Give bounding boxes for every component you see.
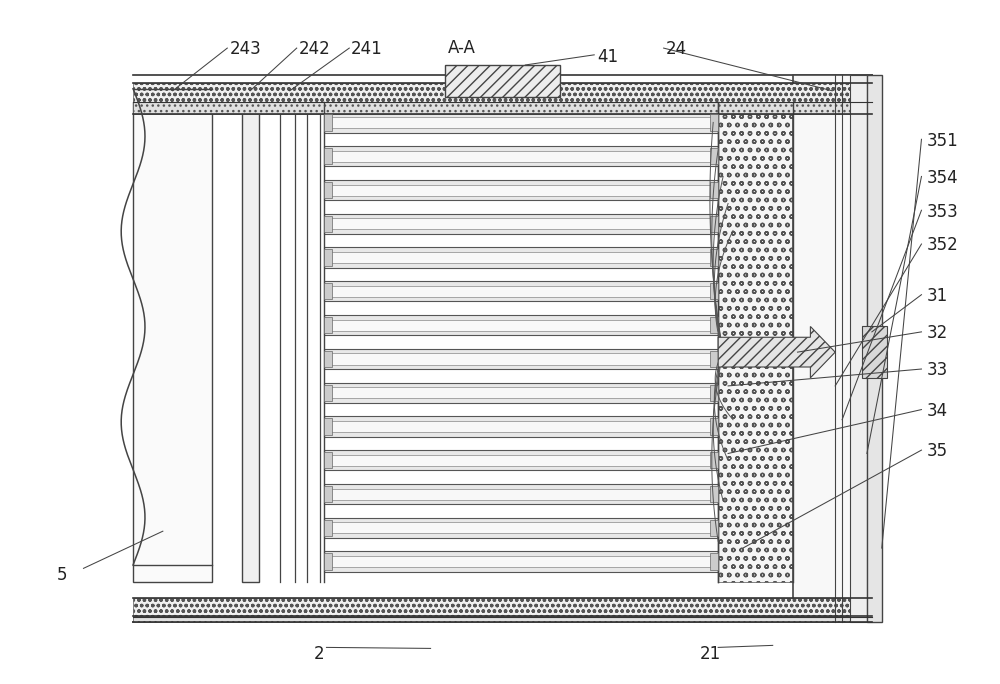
Bar [324, 551, 718, 572]
Text: 35: 35 [926, 443, 948, 460]
Bar [710, 317, 718, 333]
Bar [330, 523, 712, 534]
Bar [324, 382, 718, 403]
Bar [710, 114, 718, 131]
Bar [862, 326, 887, 378]
Bar [324, 180, 718, 200]
Bar [330, 286, 712, 297]
Bar [710, 351, 718, 367]
Text: 32: 32 [926, 324, 948, 342]
Bar [330, 556, 712, 567]
Text: 31: 31 [926, 287, 948, 305]
Text: 41: 41 [597, 48, 618, 66]
Bar [710, 215, 718, 232]
Bar [133, 598, 872, 617]
Text: 242: 242 [299, 40, 330, 58]
Bar [324, 215, 332, 232]
Bar [330, 150, 712, 162]
Bar [330, 387, 712, 398]
Bar [324, 114, 332, 131]
Bar [710, 452, 718, 469]
Bar [710, 148, 718, 164]
Bar [710, 553, 718, 570]
Bar [330, 319, 712, 331]
Bar [850, 75, 867, 622]
Bar [324, 182, 332, 198]
Bar [710, 419, 718, 434]
Bar [718, 102, 793, 582]
Text: 351: 351 [926, 131, 958, 150]
Bar [330, 354, 712, 365]
Bar [324, 484, 718, 504]
Bar [793, 75, 872, 622]
Bar [330, 488, 712, 500]
Polygon shape [718, 326, 835, 378]
Bar [324, 384, 332, 401]
Bar [133, 102, 212, 582]
Bar [867, 75, 882, 622]
Bar [324, 315, 718, 335]
Bar [324, 486, 332, 502]
Bar [133, 616, 872, 622]
Bar [324, 248, 718, 267]
Text: 243: 243 [229, 40, 261, 58]
Text: 354: 354 [926, 169, 958, 187]
Bar [330, 455, 712, 466]
Text: 21: 21 [700, 645, 721, 663]
Bar [133, 83, 872, 102]
Text: 5: 5 [56, 566, 67, 584]
Text: 33: 33 [926, 361, 948, 380]
Bar [324, 520, 332, 536]
Bar [324, 146, 718, 166]
Bar [324, 450, 718, 471]
Bar [324, 213, 718, 234]
Bar [710, 384, 718, 401]
Bar [324, 452, 332, 469]
Bar [324, 553, 332, 570]
Bar [324, 349, 718, 369]
Bar [324, 317, 332, 333]
Text: 353: 353 [926, 202, 958, 221]
Bar [324, 283, 332, 300]
Text: 352: 352 [926, 237, 958, 254]
Bar [324, 250, 332, 265]
Bar [324, 417, 718, 436]
Bar [710, 486, 718, 502]
Bar [324, 351, 332, 367]
Bar [133, 102, 872, 114]
Bar [242, 102, 259, 582]
Bar [324, 518, 718, 538]
Bar [330, 252, 712, 263]
Bar [330, 218, 712, 229]
Bar [324, 112, 718, 133]
Text: 241: 241 [351, 40, 383, 58]
Bar [330, 185, 712, 196]
Bar [330, 117, 712, 128]
Bar [324, 419, 332, 434]
Text: 34: 34 [926, 402, 948, 420]
Bar [324, 148, 332, 164]
Bar [330, 421, 712, 432]
Text: A-A: A-A [448, 39, 476, 57]
Bar [710, 520, 718, 536]
Text: 24: 24 [666, 40, 687, 58]
Bar [710, 250, 718, 265]
Text: 2: 2 [314, 645, 325, 663]
Bar [445, 65, 560, 96]
Bar [710, 283, 718, 300]
Bar [710, 182, 718, 198]
Bar [324, 281, 718, 302]
